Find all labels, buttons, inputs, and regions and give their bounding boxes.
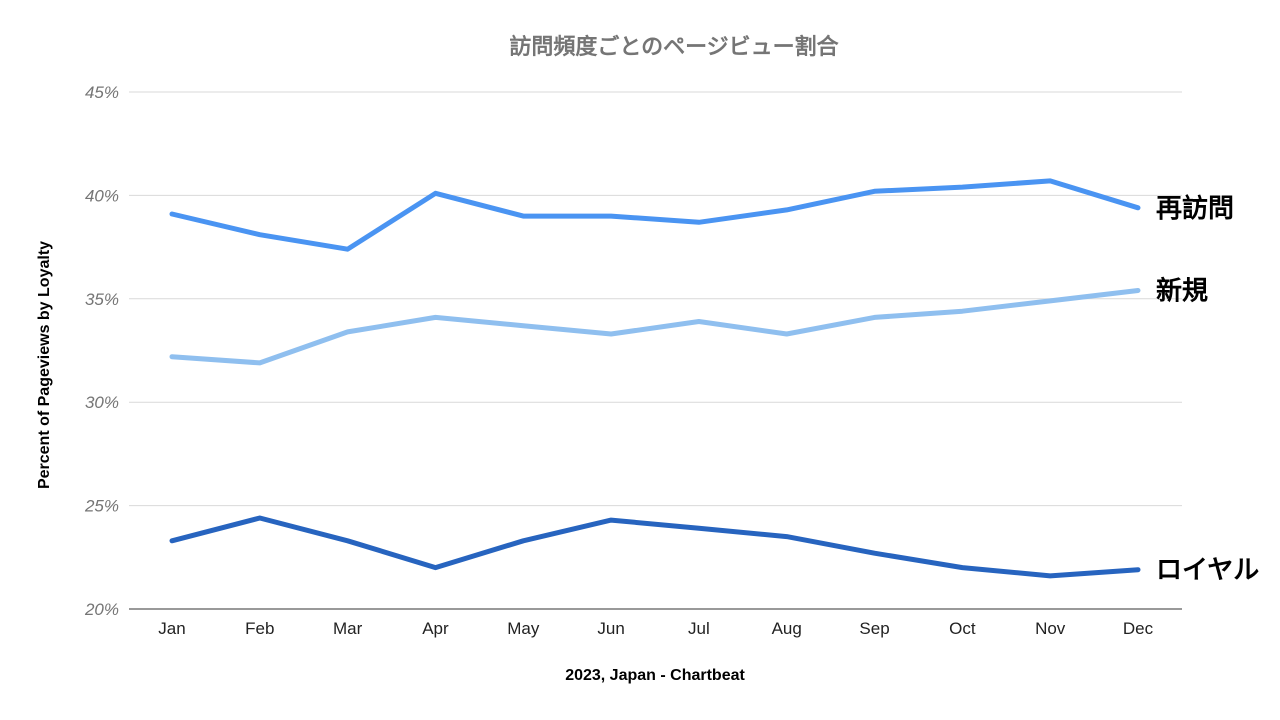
x-tick-label-jun: Jun xyxy=(597,619,624,638)
series-lines xyxy=(169,178,1141,579)
y-tick-label: 20% xyxy=(84,600,119,619)
y-axis-ticks: 20% 25% 30% 35% 40% 45% xyxy=(84,83,119,619)
y-tick-label: 30% xyxy=(85,393,119,412)
x-tick-label-sep: Sep xyxy=(859,619,889,638)
chart-title: 訪問頻度ごとのページビュー割合 xyxy=(509,34,839,60)
x-tick-label-aug: Aug xyxy=(772,619,802,638)
y-tick-label: 25% xyxy=(84,497,119,516)
x-tick-label-mar: Mar xyxy=(333,619,363,638)
x-axis-title: 2023, Japan - Chartbeat xyxy=(565,667,745,684)
y-tick-label: 35% xyxy=(85,290,119,309)
x-tick-label-dec: Dec xyxy=(1123,619,1154,638)
y-tick-label: 40% xyxy=(85,186,119,205)
x-tick-label-oct: Oct xyxy=(949,619,976,638)
x-tick-label-feb: Feb xyxy=(245,619,274,638)
series-label-2: 新規 xyxy=(1156,276,1208,307)
x-axis-ticks: Jan Feb Mar Apr May Jun Jul Aug Sep Oct Nov Dec xyxy=(158,619,1153,638)
series-label-1: 再訪問 xyxy=(1156,193,1234,224)
series-line-3 xyxy=(169,515,1141,579)
x-tick-label-apr: Apr xyxy=(422,619,449,638)
gridlines xyxy=(129,91,1182,610)
x-tick-label-may: May xyxy=(507,619,540,638)
x-tick-label-jan: Jan xyxy=(158,619,185,638)
series-line-2 xyxy=(169,288,1141,366)
x-tick-label-nov: Nov xyxy=(1035,619,1066,638)
series-line-1 xyxy=(169,178,1141,252)
y-tick-label: 45% xyxy=(85,83,119,102)
x-tick-label-jul: Jul xyxy=(688,619,710,638)
series-label-3: ロイヤル xyxy=(1156,556,1259,586)
y-axis-title: Percent of Pageviews by Loyalty xyxy=(36,241,53,489)
